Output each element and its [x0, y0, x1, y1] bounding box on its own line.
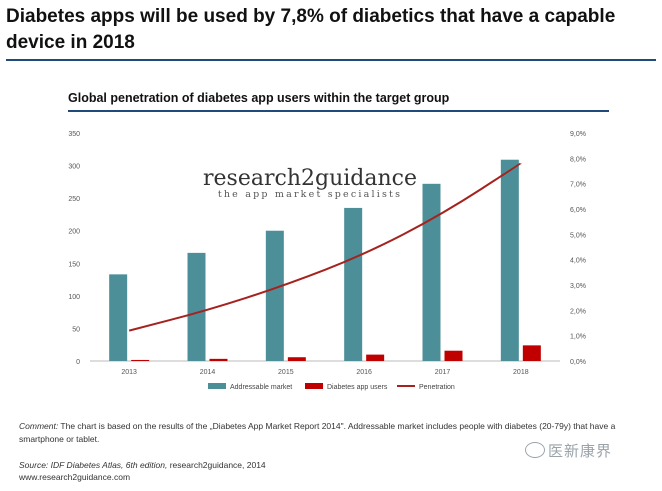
page-headline: Diabetes apps will be used by 7,8% of di…	[6, 6, 616, 53]
y-left-tick-label: 0	[76, 359, 80, 366]
legend-label-addressable-market: Addressable market	[230, 384, 292, 391]
chart-title-divider	[68, 110, 609, 112]
comment-label: Comment:	[19, 421, 59, 431]
headline-divider	[6, 59, 656, 61]
y-right-tick-label: 5,0%	[570, 232, 586, 239]
x-tick-label: 2018	[513, 369, 529, 376]
y-left-tick-label: 350	[68, 131, 80, 138]
y-left-tick-label: 50	[72, 326, 80, 333]
x-tick-label: 2015	[278, 369, 294, 376]
bar-diabetes-app-users	[131, 359, 150, 361]
y-right-tick-label: 3,0%	[570, 283, 586, 290]
bar-diabetes-app-users	[209, 358, 228, 361]
source-text: research2guidance, 2014	[167, 460, 266, 470]
y-left-tick-label: 300	[68, 164, 80, 171]
legend-swatch-addressable-market	[208, 383, 226, 389]
y-right-tick-label: 0,0%	[570, 359, 586, 366]
watermark-text: 医新康界	[548, 443, 613, 460]
logo-text: research2guidance	[203, 166, 417, 191]
y-right-tick-label: 7,0%	[570, 182, 586, 189]
bar-diabetes-app-users	[366, 354, 385, 361]
x-tick-label: 2016	[356, 369, 372, 376]
bar-addressable-market	[422, 183, 441, 361]
y-left-tick-label: 250	[68, 196, 80, 203]
legend-label-penetration: Penetration	[419, 384, 455, 391]
y-left-tick-label: 150	[68, 261, 80, 268]
y-right-tick-label: 1,0%	[570, 334, 586, 341]
source-url: www.research2guidance.com	[19, 472, 131, 482]
comment-text: The chart is based on the results of the…	[19, 421, 616, 444]
bar-diabetes-app-users	[287, 357, 306, 361]
source-note: Source: IDF Diabetes Atlas, 6th edition,…	[19, 459, 266, 483]
bar-addressable-market	[109, 274, 128, 361]
x-tick-label: 2017	[435, 369, 451, 376]
y-left-tick-label: 100	[68, 294, 80, 301]
chart-title: Global penetration of diabetes app users…	[68, 91, 450, 105]
y-right-tick-label: 2,0%	[570, 308, 586, 315]
y-right-tick-label: 9,0%	[570, 131, 586, 138]
comment-note: Comment: The chart is based on the resul…	[19, 420, 649, 446]
wechat-icon	[525, 442, 545, 458]
legend-label-diabetes-app-users: Diabetes app users	[327, 384, 388, 391]
source-label: Source: IDF Diabetes Atlas, 6th edition,	[19, 460, 168, 470]
bar-addressable-market	[187, 252, 206, 361]
watermark: 医新康界	[525, 440, 612, 461]
y-right-tick-label: 4,0%	[570, 258, 586, 265]
line-penetration	[128, 162, 522, 332]
x-tick-label: 2013	[121, 369, 137, 376]
logo-tagline: the app market specialists	[218, 189, 402, 200]
y-right-tick-label: 6,0%	[570, 207, 586, 214]
y-right-tick-label: 8,0%	[570, 156, 586, 163]
bar-addressable-market	[265, 230, 284, 361]
bar-diabetes-app-users	[444, 350, 463, 361]
bar-addressable-market	[500, 159, 519, 361]
bar-diabetes-app-users	[522, 345, 541, 361]
y-left-tick-label: 200	[68, 229, 80, 236]
legend-swatch-diabetes-app-users	[305, 383, 323, 389]
x-tick-label: 2014	[200, 369, 216, 376]
bar-addressable-market	[344, 207, 363, 361]
